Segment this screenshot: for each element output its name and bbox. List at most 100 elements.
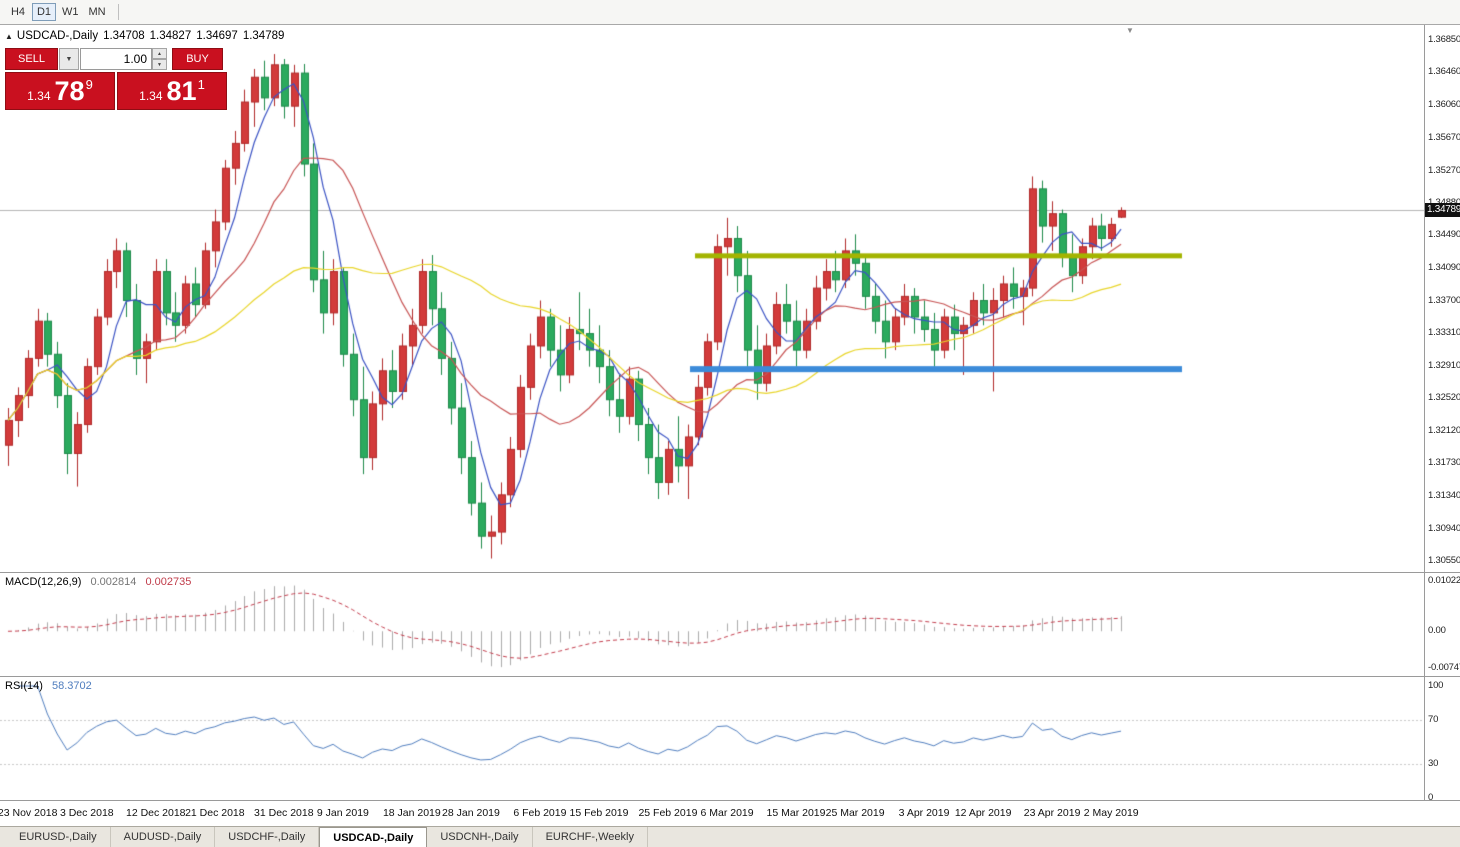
price-scale-label: 1.30550 [1428, 555, 1460, 566]
chevron-down-icon: ▼ [157, 61, 162, 68]
timeframe-toolbar: H4 D1 W1 MN [0, 0, 1460, 25]
macd-scale[interactable]: 0.010229 0.00 -0.00747 [1424, 573, 1460, 676]
timeframe-button-h4[interactable]: H4 [6, 3, 30, 21]
macd-scale-label: 0.010229 [1428, 575, 1460, 586]
macd-label: MACD(12,26,9) [5, 576, 82, 588]
price-scale-label: 1.31340 [1428, 489, 1460, 501]
rsi-scale-label: 100 [1428, 680, 1444, 691]
timeframe-button-mn[interactable]: MN [85, 3, 110, 21]
price-scale-label: 1.34880 [1428, 196, 1460, 208]
sell-button[interactable]: SELL [5, 48, 58, 70]
chart-tab-eurchfweekly[interactable]: EURCHF-,Weekly [533, 827, 648, 847]
price-scale[interactable]: 1.36850 1.36460 1.36060 1.35670 1.35270 1.348… [1424, 25, 1460, 572]
chevron-down-icon: ▼ [65, 55, 73, 63]
chevron-up-icon: ▲ [157, 50, 162, 57]
volume-input[interactable] [80, 48, 152, 70]
chart-tab-usdcaddaily[interactable]: USDCAD-,Daily [319, 827, 428, 847]
chart-low-value: 1.34697 [196, 30, 238, 42]
time-axis-label: 23 Nov 2018 [0, 807, 58, 819]
time-axis-label: 15 Feb 2019 [569, 807, 629, 819]
rsi-scale-label: 30 [1428, 758, 1439, 770]
main-chart-panel: ▲ USDCAD-,Daily 1.34708 1.34827 1.34697 … [0, 25, 1460, 572]
rsi-canvas[interactable] [0, 677, 1424, 800]
rsi-header: RSI(14) 58.3702 [5, 680, 92, 692]
buy-price-button[interactable]: 1.34 81 1 [117, 72, 227, 110]
current-price-badge: 1.34789 [1425, 203, 1460, 218]
macd-panel: MACD(12,26,9) 0.002814 0.002735 0.010229… [0, 572, 1460, 676]
time-axis-label: 12 Apr 2019 [954, 807, 1012, 819]
time-axis-label: 18 Jan 2019 [382, 807, 441, 819]
time-axis-label: 12 Dec 2018 [125, 807, 186, 819]
chart-shift-marker-icon: ▼ [1126, 26, 1134, 35]
chart-tab-eurusddaily[interactable]: EURUSD-,Daily [6, 827, 111, 847]
price-scale-label: 1.30940 [1428, 522, 1460, 534]
rsi-scale-label: 70 [1428, 713, 1439, 725]
rsi-panel: RSI(14) 58.3702 100 70 30 0 [0, 676, 1460, 803]
time-axis-label: 3 Apr 2019 [898, 807, 950, 819]
buy-price-prefix: 1.34 [139, 88, 163, 103]
chart-tab-bar: EURUSD-,Daily AUDUSD-,Daily USDCHF-,Daily U… [0, 826, 1460, 847]
volume-stepper: ▲ ▼ [152, 48, 167, 70]
sell-price-prefix: 1.34 [27, 88, 51, 103]
buy-button[interactable]: BUY [172, 48, 223, 70]
price-scale-label: 1.35270 [1428, 164, 1460, 176]
sell-price-big: 78 [54, 75, 85, 106]
buy-price-big: 81 [166, 75, 197, 106]
timeframe-button-d1[interactable]: D1 [32, 3, 56, 21]
time-axis-label: 6 Feb 2019 [513, 807, 567, 819]
time-axis[interactable]: 23 Nov 2018 3 Dec 2018 12 Dec 2018 21 Dec 2… [0, 800, 1460, 826]
macd-main-value: 0.002814 [90, 576, 137, 588]
price-scale-label: 1.34090 [1428, 262, 1460, 274]
price-scale-label: 1.31730 [1428, 457, 1460, 469]
price-scale-label: 1.36060 [1428, 99, 1460, 111]
one-click-toggle-icon[interactable]: ▲ [5, 31, 13, 41]
price-scale-label: 1.33700 [1428, 294, 1460, 306]
rsi-label: RSI(14) [5, 680, 43, 692]
chart-title: ▲ USDCAD-,Daily 1.34708 1.34827 1.34697 … [5, 30, 284, 42]
chart-close-value: 1.34789 [242, 30, 285, 42]
price-scale-label: 1.35670 [1428, 131, 1460, 143]
sell-price-button[interactable]: 1.34 78 9 [5, 72, 115, 110]
time-axis-label: 3 Dec 2018 [59, 807, 114, 819]
volume-dropdown-button[interactable]: ▼ [59, 48, 79, 70]
time-axis-label: 9 Jan 2019 [316, 807, 369, 819]
chart-open-value: 1.34708 [103, 30, 145, 42]
rsi-scale-label: 0 [1428, 792, 1434, 803]
price-scale-label: 1.36850 [1428, 34, 1460, 45]
macd-scale-label: -0.00747 [1428, 662, 1460, 673]
macd-signal-value: 0.002735 [145, 576, 192, 588]
chart-tab-audusddaily[interactable]: AUDUSD-,Daily [111, 827, 216, 847]
price-scale-label: 1.36460 [1428, 66, 1460, 78]
time-axis-label: 25 Feb 2019 [638, 807, 698, 819]
time-axis-label: 23 Apr 2019 [1023, 807, 1081, 819]
macd-scale-label: 0.00 [1428, 625, 1446, 637]
price-scale-label: 1.34490 [1428, 229, 1460, 241]
price-scale-label: 1.32520 [1428, 392, 1460, 404]
volume-increase-button[interactable]: ▲ [152, 48, 167, 59]
price-scale-label: 1.32910 [1428, 359, 1460, 371]
price-scale-label: 1.33310 [1428, 326, 1460, 338]
rsi-scale[interactable]: 100 70 30 0 [1424, 677, 1460, 803]
buy-price-sup: 1 [197, 77, 205, 92]
chart-tab-usdchfdaily[interactable]: USDCHF-,Daily [215, 827, 320, 847]
chart-symbol-period: USDCAD-,Daily [16, 30, 99, 42]
time-axis-label: 15 Mar 2019 [766, 807, 826, 819]
time-axis-label: 6 Mar 2019 [700, 807, 754, 819]
chart-high-value: 1.34827 [149, 30, 192, 42]
macd-header: MACD(12,26,9) 0.002814 0.002735 [5, 576, 191, 588]
toolbar-separator [117, 4, 119, 20]
time-axis-label: 25 Mar 2019 [825, 807, 885, 819]
price-scale-label: 1.32120 [1428, 425, 1460, 437]
time-axis-label: 21 Dec 2018 [185, 807, 245, 819]
volume-decrease-button[interactable]: ▼ [152, 59, 167, 70]
rsi-value: 58.3702 [51, 680, 92, 692]
sell-price-sup: 9 [85, 77, 93, 92]
time-axis-label: 28 Jan 2019 [442, 807, 500, 819]
time-axis-label: 2 May 2019 [1083, 807, 1139, 819]
chart-tab-usdcnhdaily[interactable]: USDCNH-,Daily [427, 827, 533, 847]
main-chart-canvas[interactable] [0, 25, 1424, 572]
macd-canvas[interactable] [0, 573, 1424, 676]
time-axis-label: 31 Dec 2018 [254, 807, 314, 819]
timeframe-button-w1[interactable]: W1 [58, 3, 83, 21]
